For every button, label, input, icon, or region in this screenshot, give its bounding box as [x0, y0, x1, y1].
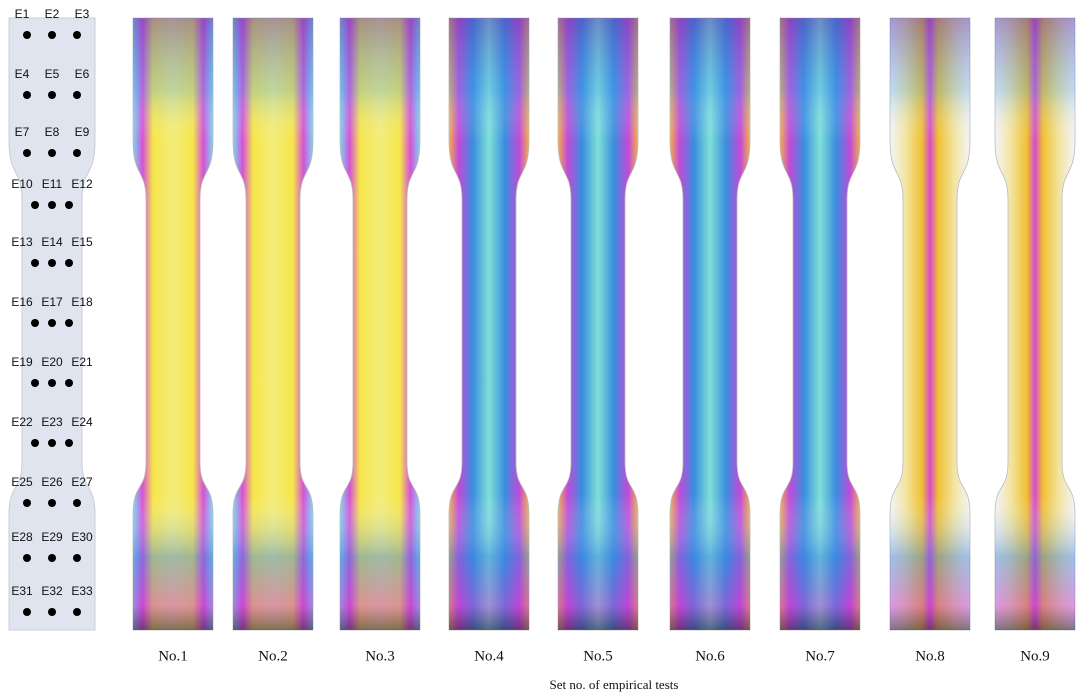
- point-dot: [31, 379, 39, 387]
- specimen-label: No.9: [1020, 648, 1050, 664]
- point-dot: [23, 31, 31, 39]
- point-dot: [31, 259, 39, 267]
- specimen-label: No.1: [158, 648, 188, 664]
- specimen-ends: [340, 18, 420, 630]
- point-dot: [65, 319, 73, 327]
- point-label: E15: [71, 235, 93, 249]
- point-dot: [65, 259, 73, 267]
- point-dot: [48, 608, 56, 616]
- point-label: E17: [41, 295, 63, 309]
- point-label: E28: [11, 530, 33, 544]
- point-dot: [23, 499, 31, 507]
- point-label: E16: [11, 295, 33, 309]
- point-label: E31: [11, 584, 33, 598]
- point-label: E19: [11, 355, 33, 369]
- point-label: E25: [11, 475, 33, 489]
- point-dot: [65, 439, 73, 447]
- point-label: E26: [41, 475, 63, 489]
- point-label: E20: [41, 355, 63, 369]
- point-dot: [73, 554, 81, 562]
- point-label: E2: [45, 7, 60, 21]
- point-label: E7: [15, 125, 30, 139]
- point-dot: [31, 439, 39, 447]
- point-dot: [48, 439, 56, 447]
- point-dot: [48, 201, 56, 209]
- point-dot: [48, 554, 56, 562]
- point-label: E14: [41, 235, 63, 249]
- point-dot: [48, 91, 56, 99]
- point-label: E29: [41, 530, 63, 544]
- point-label: E3: [75, 7, 90, 21]
- point-dot: [73, 91, 81, 99]
- point-label: E22: [11, 415, 33, 429]
- point-dot: [48, 319, 56, 327]
- point-dot: [73, 31, 81, 39]
- point-dot: [48, 259, 56, 267]
- caption: Set no. of empirical tests: [550, 677, 679, 692]
- point-dot: [65, 379, 73, 387]
- specimen-label: No.2: [258, 648, 288, 664]
- point-label: E33: [71, 584, 93, 598]
- point-label: E9: [75, 125, 90, 139]
- specimen-label: No.6: [695, 648, 725, 664]
- point-dot: [23, 91, 31, 99]
- point-label: E11: [42, 177, 63, 191]
- point-dot: [31, 201, 39, 209]
- point-dot: [23, 554, 31, 562]
- point-dot: [48, 149, 56, 157]
- point-label: E4: [15, 67, 30, 81]
- point-label: E23: [41, 415, 63, 429]
- point-label: E12: [71, 177, 93, 191]
- point-label: E18: [71, 295, 93, 309]
- point-dot: [73, 149, 81, 157]
- specimen-ends: [558, 18, 638, 630]
- point-dot: [48, 31, 56, 39]
- specimen-ends: [449, 18, 529, 630]
- point-label: E27: [71, 475, 93, 489]
- specimen-label: No.7: [805, 648, 835, 664]
- specimen-ends: [890, 18, 970, 630]
- specimen-label: No.8: [915, 648, 945, 664]
- point-dot: [23, 149, 31, 157]
- point-dot: [73, 608, 81, 616]
- point-label: E13: [11, 235, 33, 249]
- specimen-label: No.5: [583, 648, 613, 664]
- point-dot: [73, 499, 81, 507]
- specimen-ends: [233, 18, 313, 630]
- point-label: E30: [71, 530, 93, 544]
- point-dot: [48, 379, 56, 387]
- point-dot: [31, 319, 39, 327]
- point-label: E8: [45, 125, 60, 139]
- specimen-ends: [995, 18, 1075, 630]
- specimen-ends: [780, 18, 860, 630]
- point-label: E5: [45, 67, 60, 81]
- specimen-label: No.3: [365, 648, 395, 664]
- point-label: E32: [41, 584, 63, 598]
- point-dot: [48, 499, 56, 507]
- specimen-ends: [670, 18, 750, 630]
- point-label: E6: [75, 67, 90, 81]
- specimen-ends: [133, 18, 213, 630]
- point-label: E24: [71, 415, 93, 429]
- point-label: E21: [71, 355, 93, 369]
- point-label: E10: [11, 177, 33, 191]
- specimen-label: No.4: [474, 648, 504, 664]
- point-dot: [23, 608, 31, 616]
- point-dot: [65, 201, 73, 209]
- point-label: E1: [15, 7, 30, 21]
